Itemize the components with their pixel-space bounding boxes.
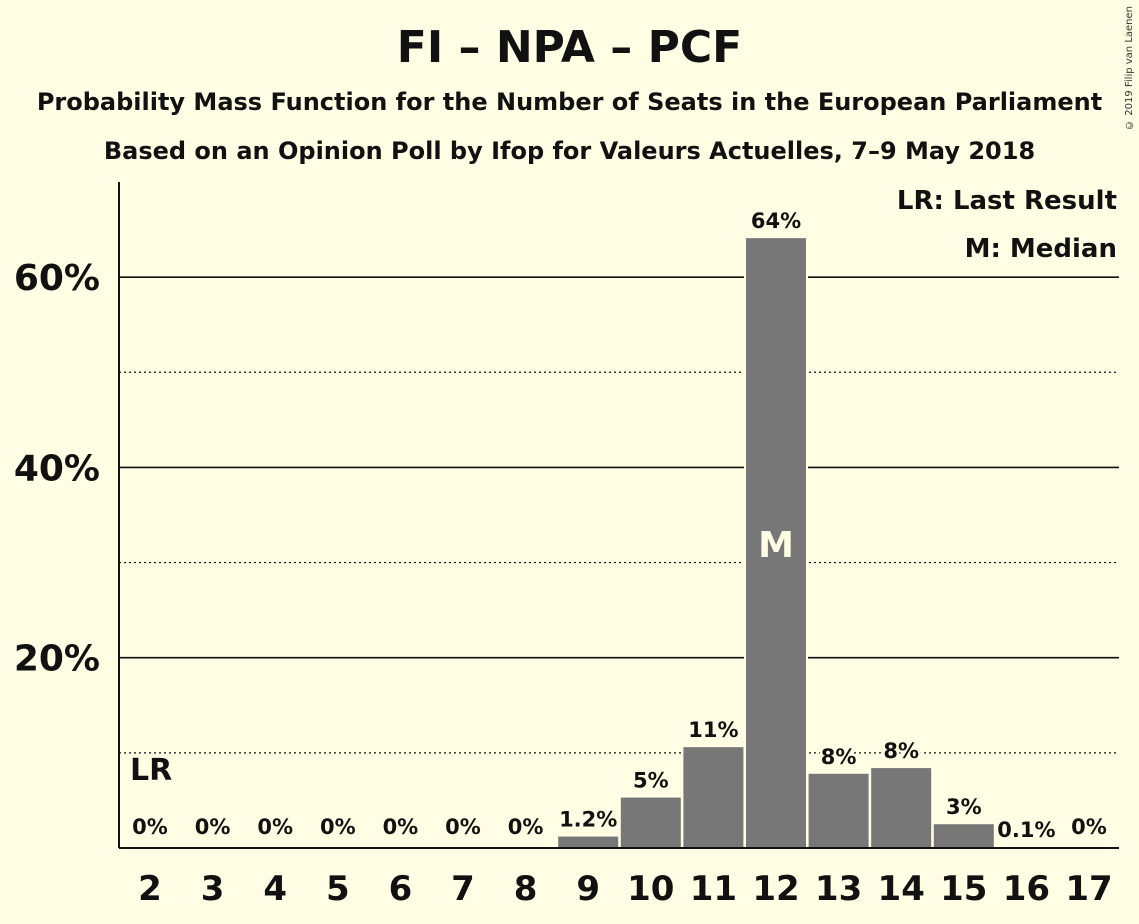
bar-labels: 0% 0% 0% 0% 0% 0% 0% 1.2% 5% 11% 64% 8% 8% 3% 0.1% 0% M L…: [130, 207, 1110, 845]
x-tick-label: 7: [451, 869, 475, 909]
median-marker: M: [758, 525, 794, 566]
bar-value-label: 0%: [195, 815, 231, 839]
x-tick-label: 4: [263, 869, 287, 909]
bar-value-label: 64%: [751, 209, 801, 233]
chart-subtitle-source: Based on an Opinion Poll by Ifop for Val…: [103, 137, 1036, 165]
bar-15: [933, 824, 994, 848]
gridlines: [119, 276, 1119, 754]
x-tick-label: 5: [326, 869, 350, 909]
bar-value-label: 8%: [883, 739, 919, 763]
x-tick-label: 8: [514, 869, 538, 909]
bar-value-label: 1.2%: [559, 808, 617, 832]
x-tick-label: 3: [201, 869, 225, 909]
bar-halo: [994, 845, 1059, 848]
x-tick-label: 14: [878, 869, 925, 909]
bar-14: [871, 768, 932, 848]
bar-12: [746, 238, 806, 849]
x-tick-label: 11: [690, 869, 737, 909]
y-tick-label: 60%: [14, 258, 100, 299]
bar-value-label: 5%: [633, 769, 669, 793]
y-tick-label: 20%: [14, 639, 100, 680]
bar-10: [620, 797, 681, 848]
y-tick-label: 40%: [14, 448, 100, 489]
bar-value-label: 0%: [320, 815, 356, 839]
x-tick-label: 2: [138, 869, 162, 909]
bar-value-label: 11%: [688, 718, 738, 742]
bar-value-label: 0%: [257, 815, 293, 839]
bar-value-label: 0.1%: [997, 818, 1055, 842]
axes: 20% 40% 60% 2 3 4 5 6 7 8 9 10 11 12 13 14 15 16 17: [14, 182, 1119, 909]
x-tick-label: 15: [940, 869, 987, 909]
bar-value-label: 0%: [132, 815, 168, 839]
bar-value-label: 0%: [445, 815, 481, 839]
x-tick-label: 9: [576, 869, 600, 909]
bar-value-label: 3%: [946, 795, 982, 819]
bar-value-label: 8%: [821, 745, 857, 769]
bar-11: [683, 747, 744, 848]
bar-value-label: 0%: [508, 815, 544, 839]
x-tick-label: 13: [815, 869, 862, 909]
bar-value-label: 0%: [383, 815, 419, 839]
bar-13: [808, 773, 869, 848]
legend-last-result: LR: Last Result: [897, 186, 1117, 216]
x-tick-label: 6: [389, 869, 413, 909]
x-tick-label: 10: [627, 869, 674, 909]
x-tick-label: 12: [752, 869, 799, 909]
bar-value-label: 0%: [1071, 815, 1107, 839]
last-result-marker: LR: [130, 753, 172, 788]
bar-9: [558, 836, 619, 848]
chart-subtitle-method: Probability Mass Function for the Number…: [36, 88, 1103, 116]
bars: [556, 236, 1059, 849]
x-tick-label: 16: [1003, 869, 1050, 909]
legend-median: M: Median: [965, 234, 1117, 264]
x-tick-label: 17: [1065, 869, 1112, 909]
chart-title: FI – NPA – PCF: [396, 22, 743, 73]
